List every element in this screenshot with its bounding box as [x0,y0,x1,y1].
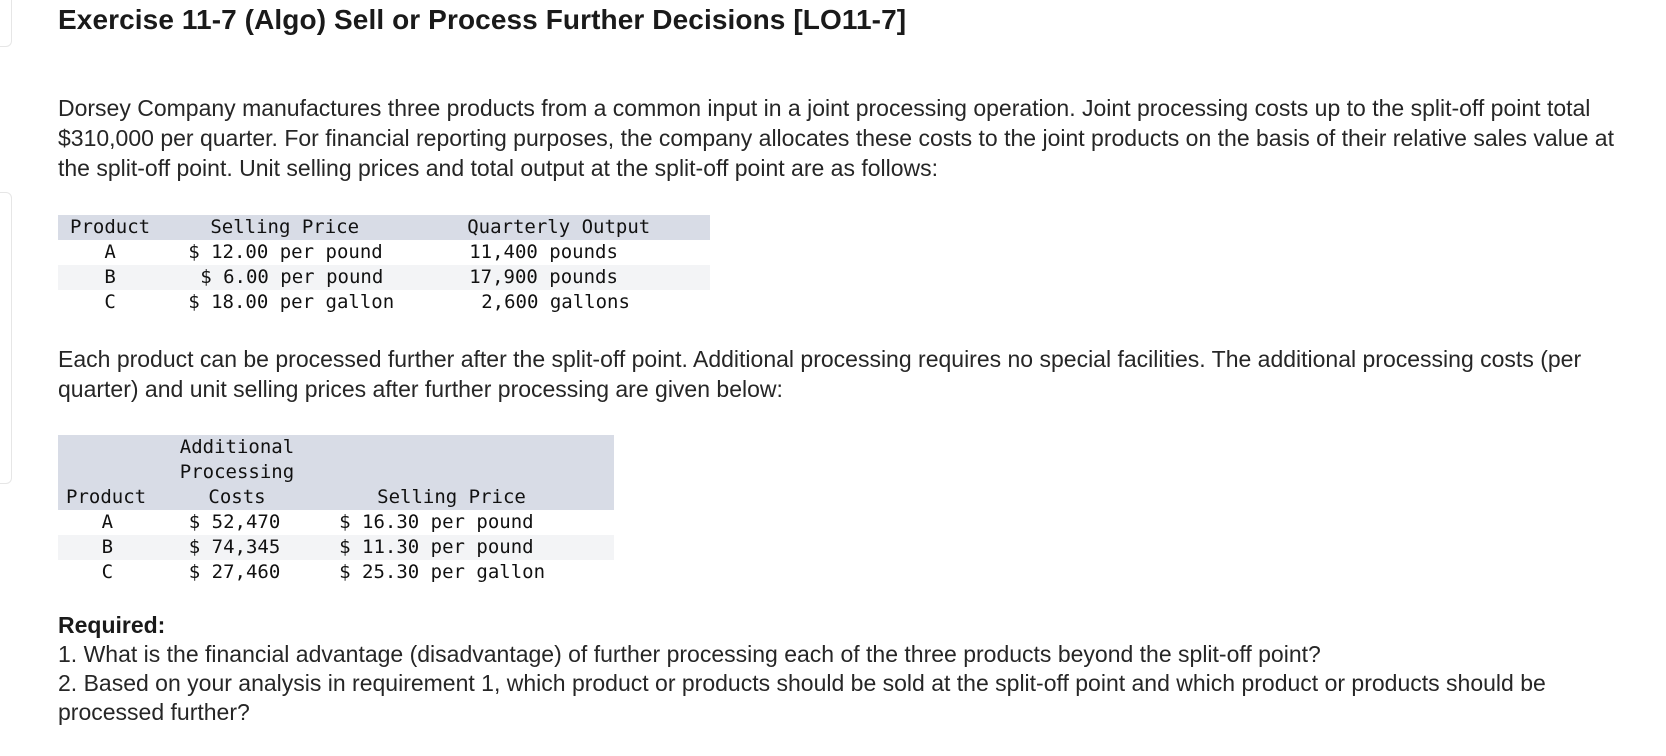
selling-price-cell: $ 11.30 per pound [339,536,534,558]
table-row: A $ 12.00 per pound 11,400 pounds [58,240,710,265]
product-cell: A [104,241,116,263]
page-title: Exercise 11-7 (Algo) Sell or Process Fur… [58,4,907,35]
processing-cost-cell: $ 74,345 [188,536,281,558]
required-heading: Required: [58,612,166,638]
header-line: Costs [208,486,266,508]
table-row: A $ 52,470 $ 16.30 per pound [58,510,614,535]
table-header-row: Product Additional Processing Costs Sell… [58,435,614,510]
table-row: B $ 6.00 per pound 17,900 pounds [58,265,710,290]
column-header-quarterly-output: Quarterly Output [467,216,651,238]
table-row: C $ 27,460 $ 25.30 per gallon [58,560,614,585]
header-line: Processing [179,461,295,483]
column-header-product: Product [70,216,151,238]
column-header-additional-processing-costs: Additional Processing Costs [157,435,317,510]
product-cell: B [104,266,116,288]
header-line: Additional [179,436,295,458]
output-cell: 17,900 pounds [469,266,618,288]
table-row: B $ 74,345 $ 11.30 per pound [58,535,614,560]
column-header-selling-price: Selling Price [210,216,360,238]
column-header-selling-price: Selling Price [377,486,526,508]
table-header-row: Product Selling Price Quarterly Output [58,215,710,240]
selling-price-cell: $ 25.30 per gallon [339,561,546,583]
table-row: C $ 18.00 per gallon 2,600 gallons [58,290,710,315]
product-cell: C [101,561,114,583]
output-cell: 2,600 gallons [481,291,630,313]
selling-price-cell: $ 12.00 per pound [188,241,383,263]
product-cell: C [104,291,116,313]
product-cell: B [101,536,114,558]
required-list: 1. What is the financial advantage (disa… [58,640,1618,727]
selling-price-cell: $ 16.30 per pound [339,511,534,533]
column-header-product: Product [66,486,147,508]
left-edge-tab-middle [0,192,12,484]
further-processing-table: Product Additional Processing Costs Sell… [58,435,614,585]
split-off-table: Product Selling Price Quarterly Output A… [58,215,710,315]
list-item: 2. Based on your analysis in requirement… [58,670,1546,725]
output-cell: 11,400 pounds [469,241,618,263]
middle-paragraph: Each product can be processed further af… [58,346,1582,402]
intro-paragraph: Dorsey Company manufactures three produc… [58,95,1614,181]
left-edge-tab-top [0,0,12,47]
processing-cost-cell: $ 52,470 [188,511,281,533]
list-item: 1. What is the financial advantage (disa… [58,641,1321,667]
selling-price-cell: $ 18.00 per gallon [188,291,395,313]
processing-cost-cell: $ 27,460 [188,561,281,583]
selling-price-cell: $ 6.00 per pound [200,266,384,288]
product-cell: A [101,511,114,533]
